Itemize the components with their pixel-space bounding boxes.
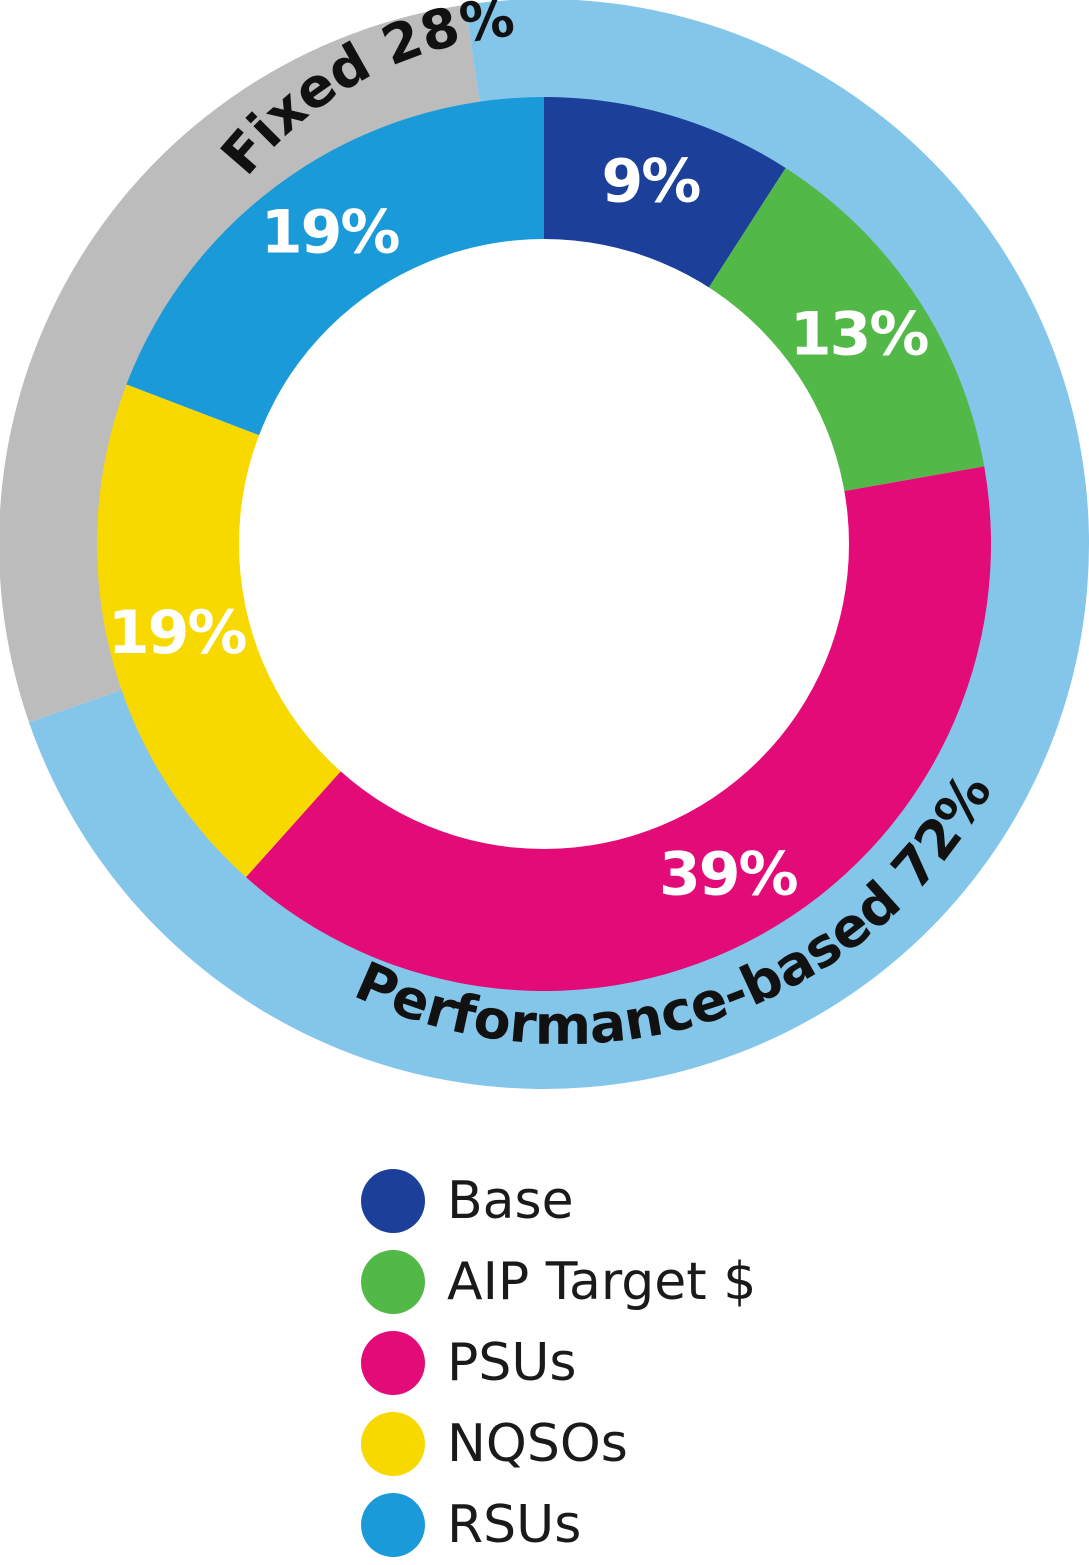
legend-item-base: Base [361,1160,756,1241]
legend-item-rsus: RSUs [361,1484,756,1565]
legend-swatch-base [361,1168,425,1233]
legend-swatch-nqsos [361,1411,425,1476]
legend-swatch-psus [361,1330,425,1395]
legend-label-nqsos: NQSOs [447,1413,628,1474]
legend-item-nqsos: NQSOs [361,1403,756,1484]
legend-label-aip-target: AIP Target $ [447,1251,757,1312]
inner-ring [96,97,992,991]
compensation-donut-chart: 9%13%39%19%19% Fixed 28% Performance-bas… [0,0,1089,1089]
slice-base [544,97,786,290]
legend-label-base: Base [447,1170,574,1231]
slice-label-rsus: 19% [261,198,399,268]
slice-rsus [126,97,544,436]
legend-swatch-aip-target [361,1249,425,1314]
donut-hole [239,239,849,849]
slice-psus [245,466,992,991]
legend-label-rsus: RSUs [447,1494,582,1555]
slice-label-base: 9% [602,146,701,216]
legend-swatch-rsus [361,1492,425,1557]
group-band-fixed [0,4,480,723]
legend: Base AIP Target $ PSUs NQSOs RSUs [361,1160,756,1565]
legend-item-psus: PSUs [361,1322,756,1403]
outer-ring [0,0,1089,1089]
slice-aip-target [707,167,985,492]
slice-label-nqsos: 19% [108,598,246,668]
legend-label-psus: PSUs [447,1332,577,1393]
slice-label-psus: 39% [659,839,797,909]
slice-label-aip-target: 13% [790,300,928,370]
slice-labels: 9% 13% 39% 19% 19% [108,146,931,909]
legend-item-aip-target: AIP Target $ [361,1241,756,1322]
slice-nqsos [96,384,342,878]
